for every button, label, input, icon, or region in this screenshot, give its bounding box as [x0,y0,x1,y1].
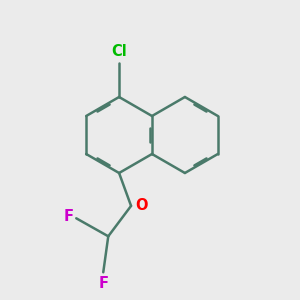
Text: O: O [135,198,148,213]
Text: F: F [98,276,108,291]
Text: F: F [63,209,73,224]
Text: Cl: Cl [111,44,127,59]
